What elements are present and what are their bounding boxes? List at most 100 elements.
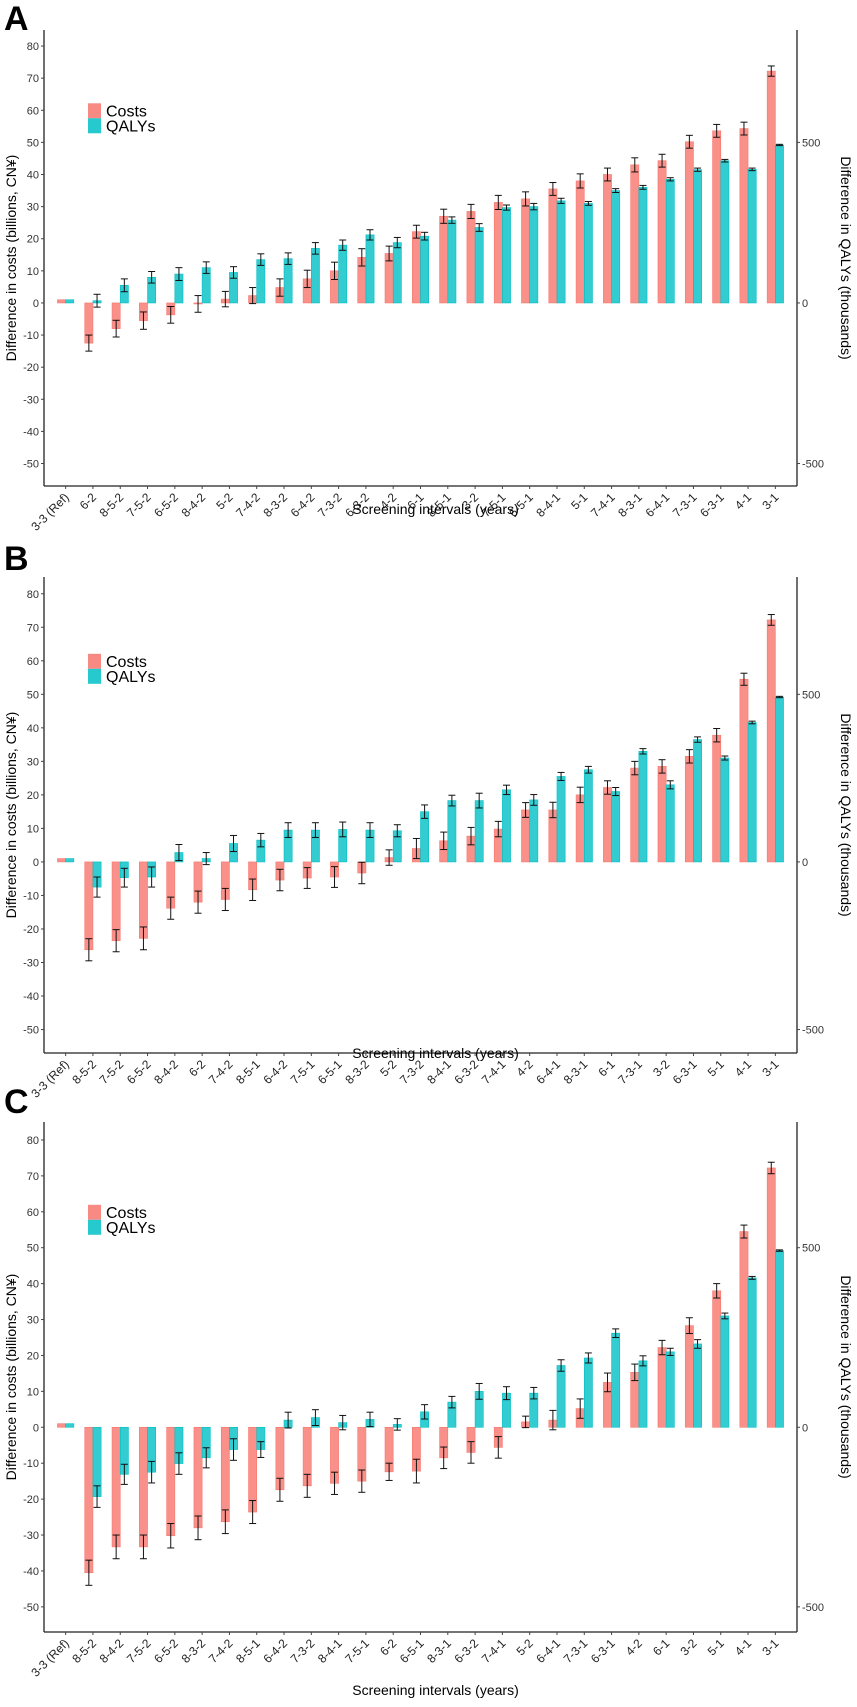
y-tick-label: 0 <box>33 1422 39 1434</box>
bar-costs <box>603 787 612 863</box>
x-tick-label: 8-3-2 <box>260 490 290 520</box>
y-tick-label: 70 <box>27 1171 39 1183</box>
bar-qalys <box>447 800 457 863</box>
y-tick-label: 10 <box>27 823 39 835</box>
bar-costs <box>57 1423 66 1428</box>
bar-costs <box>630 767 640 863</box>
bar-qalys <box>420 811 429 863</box>
bar-qalys <box>747 1277 757 1428</box>
bar-qalys <box>583 1357 593 1428</box>
x-tick-label: 5-2 <box>514 1636 536 1658</box>
bar-costs <box>439 215 449 304</box>
x-tick-label: 6-1 <box>596 1057 618 1079</box>
bar-costs <box>412 231 421 304</box>
y-tick-label: -30 <box>23 1530 39 1542</box>
x-tick-label: 7-4-2 <box>233 490 263 520</box>
bar-costs <box>111 1426 121 1548</box>
bar-qalys <box>338 244 348 304</box>
y-tick-label: -20 <box>23 362 39 374</box>
y-tick-label: -20 <box>23 924 39 936</box>
bar-costs <box>139 1426 148 1548</box>
y-tick-label: 80 <box>27 1135 39 1147</box>
y-tick-label: 40 <box>27 723 39 735</box>
x-tick-label: 6-5-2 <box>151 1636 181 1666</box>
bar-qalys <box>529 799 539 863</box>
y-tick-label: 40 <box>27 1279 39 1291</box>
bar-qalys <box>556 1365 566 1428</box>
x-tick-label: 6-4-2 <box>260 1636 290 1666</box>
bar-costs <box>166 1426 176 1537</box>
bar-costs <box>657 1347 667 1428</box>
x-tick-label: 7-4-1 <box>588 490 618 520</box>
bar-costs <box>84 861 94 951</box>
x-tick-label: 3-3 (Ref) <box>28 1636 71 1679</box>
bar-qalys <box>665 784 675 863</box>
bar-costs <box>193 1426 203 1529</box>
bar-qalys <box>583 203 593 304</box>
bar-qalys <box>447 219 457 304</box>
bar-qalys <box>665 179 675 304</box>
y2-tick-label: 0 <box>802 857 808 869</box>
x-tick-label: 5-2 <box>213 490 235 512</box>
x-tick-label: 8-5-2 <box>97 490 127 520</box>
x-tick-label: 6-4-2 <box>288 490 318 520</box>
x-tick-label: 4-1 <box>732 1057 754 1079</box>
x-tick-label: 8-4-2 <box>97 1636 127 1666</box>
y-tick-label: 60 <box>27 656 39 668</box>
x-axis-title: Screening intervals (years) <box>352 501 519 517</box>
chart-panel-b: B -50 -40 -30 -20 -10 0 10 20 30 40 50 60 70 80 -500 0 50… <box>3 540 854 1101</box>
x-tick-label: 7-3-2 <box>288 1636 318 1666</box>
y-tick-label: 10 <box>27 1386 39 1398</box>
y2-axis-title: Difference in QALYs (thousands) <box>838 156 854 359</box>
x-tick-label: 3-1 <box>759 1636 781 1658</box>
bar-costs <box>739 128 749 304</box>
y2-axis-title: Difference in QALYs (thousands) <box>838 1275 854 1478</box>
bar-qalys <box>720 160 730 304</box>
bar-costs <box>57 858 66 863</box>
y-tick-label: 20 <box>27 234 39 246</box>
panel-letter: B <box>4 540 29 578</box>
y-tick-label: -40 <box>23 1566 39 1578</box>
y-tick-label: 40 <box>27 170 39 182</box>
bar-costs <box>575 180 585 304</box>
y2-tick-label: -500 <box>802 1602 824 1614</box>
x-tick-label: 8-5-1 <box>233 1636 263 1666</box>
bar-costs <box>575 794 585 863</box>
x-tick-label: 6-5-2 <box>151 490 181 520</box>
x-tick-label: 7-3-1 <box>670 490 700 520</box>
x-tick-label: 3-3 (Ref) <box>28 490 71 533</box>
chart-panel-a: A -50 -40 -30 -20 -10 0 10 20 30 40 50 60 70 80 -500 0 50… <box>3 0 854 534</box>
bar-costs <box>657 160 667 304</box>
y2-tick-label: 0 <box>802 298 808 310</box>
bar-qalys <box>65 858 75 863</box>
y-tick-label: 50 <box>27 137 39 149</box>
bar-costs <box>739 1231 749 1428</box>
x-axis-title: Screening intervals (years) <box>352 1045 519 1061</box>
x-tick-label: 8-5-2 <box>69 1057 99 1087</box>
bar-costs <box>220 1426 230 1523</box>
y2-tick-label: 500 <box>802 689 820 701</box>
x-tick-label: 7-5-2 <box>124 490 154 520</box>
y2-tick-label: 500 <box>802 137 820 149</box>
bar-qalys <box>502 207 511 304</box>
y-tick-label: -40 <box>23 991 39 1003</box>
y-tick-label: -10 <box>23 1458 39 1470</box>
x-tick-label: 6-5-1 <box>397 1636 427 1666</box>
x-tick-label: 3-3 (Ref) <box>28 1057 71 1100</box>
legend-label-costs: Costs <box>106 654 147 671</box>
y-tick-label: 60 <box>27 105 39 117</box>
bar-costs <box>630 164 640 304</box>
bar-qalys <box>65 1423 75 1428</box>
y-axis-title: Difference in costs (billions, CN¥) <box>3 155 19 362</box>
bar-costs <box>712 1290 722 1428</box>
bar-qalys <box>747 722 757 863</box>
x-tick-label: 6-3-2 <box>452 1636 482 1666</box>
x-tick-label: 6-4-1 <box>533 1057 563 1087</box>
bar-qalys <box>693 1343 702 1428</box>
x-tick-label: 6-4-1 <box>533 1636 563 1666</box>
x-tick-label: 4-2 <box>623 1636 645 1658</box>
x-tick-label: 7-3-1 <box>615 1057 645 1087</box>
bar-qalys <box>720 1315 730 1428</box>
x-tick-label: 8-4-1 <box>533 490 563 520</box>
